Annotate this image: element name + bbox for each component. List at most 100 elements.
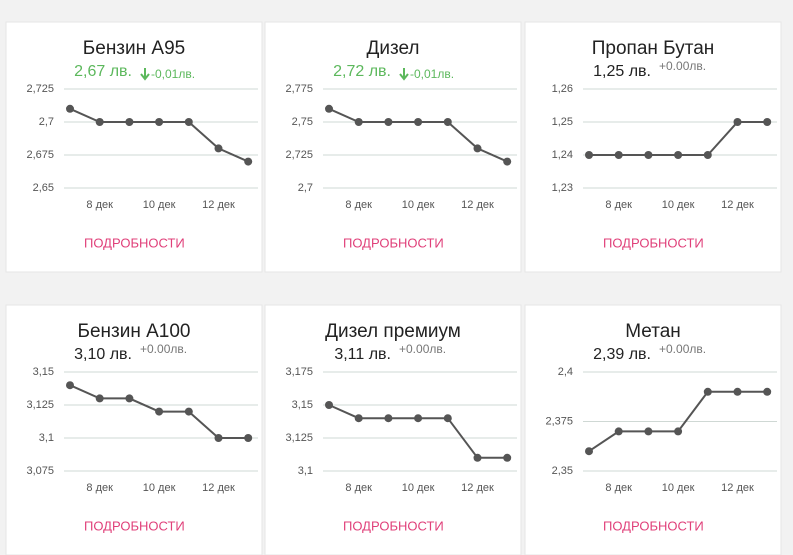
x-tick-label: 12 дек: [721, 199, 754, 211]
y-tick-label: 2,4: [558, 366, 573, 378]
x-tick-label: 8 дек: [86, 199, 113, 211]
y-tick-label: 1,26: [552, 83, 573, 95]
data-point: [244, 157, 253, 166]
card: Пропан Бутан 1,25 лв. +0.00лв. 1,23 1,24 1,25…: [524, 21, 782, 273]
x-tick-label: 10 дек: [402, 199, 435, 211]
price-change: -0,01лв.: [410, 67, 454, 81]
data-point: [354, 414, 363, 423]
y-tick-label: 3,175: [285, 366, 313, 378]
card-bg: [5, 304, 263, 555]
x-tick-label: 8 дек: [605, 482, 632, 494]
data-point: [473, 144, 482, 153]
data-point: [473, 453, 482, 462]
y-tick-label: 2,35: [552, 465, 573, 477]
x-tick-label: 10 дек: [402, 482, 435, 494]
y-tick-label: 3,075: [26, 465, 54, 477]
x-tick-label: 12 дек: [202, 199, 235, 211]
price: 2,72 лв.: [333, 63, 391, 80]
data-point: [125, 394, 134, 403]
data-point: [384, 118, 393, 126]
y-tick-label: 3,15: [33, 366, 54, 378]
data-point: [614, 427, 623, 436]
price: 3,11 лв.: [334, 346, 391, 363]
data-point: [244, 434, 253, 442]
price-change: +0.00лв.: [140, 342, 187, 356]
card-title: Бензин А95: [83, 38, 185, 59]
x-tick-label: 10 дек: [662, 482, 695, 494]
details-link[interactable]: ПОДРОБНОСТИ: [343, 518, 444, 533]
x-tick-label: 12 дек: [721, 482, 754, 494]
card-title: Дизел премиум: [325, 321, 461, 342]
price: 1,25 лв.: [593, 63, 651, 80]
price: 2,39 лв.: [593, 346, 651, 363]
data-point: [214, 144, 223, 153]
details-link[interactable]: ПОДРОБНОСТИ: [84, 235, 185, 250]
x-tick-label: 8 дек: [86, 482, 113, 494]
data-point: [674, 151, 683, 159]
arrow-down: [399, 68, 409, 81]
data-point: [585, 151, 593, 159]
data-point: [644, 427, 653, 436]
y-tick-label: 3,125: [26, 399, 54, 411]
data-point: [155, 407, 164, 416]
data-point: [763, 118, 772, 126]
price: 3,10 лв.: [74, 346, 132, 363]
x-tick-label: 8 дек: [345, 199, 372, 211]
data-point: [443, 118, 452, 126]
data-point: [384, 414, 393, 423]
x-tick-label: 12 дек: [461, 482, 494, 494]
y-tick-label: 1,23: [552, 182, 573, 194]
data-point: [644, 151, 653, 159]
price-change: -0,01лв.: [151, 67, 195, 81]
card-title: Пропан Бутан: [592, 38, 715, 59]
card-bg: [264, 304, 522, 555]
data-point: [95, 118, 104, 126]
price: 2,67 лв.: [74, 63, 132, 80]
data-point: [66, 381, 74, 390]
details-link[interactable]: ПОДРОБНОСТИ: [343, 235, 444, 250]
card: Дизел 2,72 лв. -0,01лв. 2,7 2,725 2,75 2,775 8 …: [264, 21, 522, 273]
data-point: [354, 118, 363, 126]
y-tick-label: 2,65: [33, 182, 54, 194]
data-point: [325, 104, 333, 113]
data-point: [155, 118, 164, 126]
data-point: [733, 387, 742, 396]
data-point: [443, 414, 452, 423]
y-tick-label: 2,75: [292, 116, 313, 128]
details-link[interactable]: ПОДРОБНОСТИ: [603, 235, 704, 250]
y-tick-label: 2,7: [39, 116, 54, 128]
card-title: Метан: [625, 321, 681, 342]
y-tick-label: 2,725: [26, 83, 54, 95]
y-tick-label: 3,1: [39, 432, 54, 444]
card-bg: [524, 21, 782, 273]
data-point: [414, 118, 423, 126]
y-tick-label: 2,375: [545, 415, 573, 427]
y-tick-label: 2,725: [285, 149, 313, 161]
y-tick-label: 3,125: [285, 432, 313, 444]
details-link[interactable]: ПОДРОБНОСТИ: [603, 518, 704, 533]
x-tick-label: 10 дек: [143, 482, 176, 494]
y-tick-label: 1,24: [552, 149, 573, 161]
data-point: [733, 118, 742, 126]
x-tick-label: 8 дек: [605, 199, 632, 211]
data-point: [325, 401, 333, 409]
data-point: [414, 414, 423, 423]
arrow-down: [140, 68, 150, 81]
card-title: Дизел: [366, 38, 419, 59]
y-tick-label: 2,675: [26, 149, 54, 161]
price-change: +0.00лв.: [399, 342, 446, 356]
data-point: [184, 118, 193, 126]
card: Бензин А100 3,10 лв. +0.00лв. 3,075 3,1 3,125…: [5, 304, 263, 555]
details-link[interactable]: ПОДРОБНОСТИ: [84, 518, 185, 533]
data-point: [214, 434, 223, 442]
data-point: [703, 151, 712, 159]
data-point: [125, 118, 134, 126]
data-point: [503, 157, 512, 166]
x-tick-label: 12 дек: [202, 482, 235, 494]
card-title: Бензин А100: [78, 321, 191, 342]
price-change: +0.00лв.: [659, 59, 706, 73]
data-point: [674, 427, 683, 436]
y-tick-label: 2,7: [298, 182, 313, 194]
